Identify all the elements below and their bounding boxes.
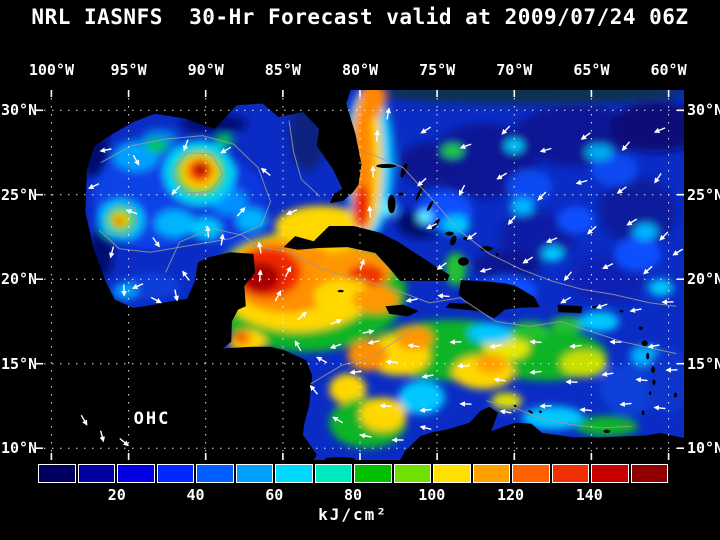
lon-tick-label: 60°W xyxy=(650,61,687,79)
colorbar-tick-label: 40 xyxy=(186,486,205,504)
colorbar-tick-label: 80 xyxy=(343,486,363,504)
lat-tick-label: 15°N xyxy=(687,354,720,373)
colorbar-segment xyxy=(512,464,550,483)
lat-tick-label: 20°N xyxy=(687,270,720,289)
colorbar xyxy=(38,464,668,483)
colorbar-segment xyxy=(77,464,115,483)
lon-tick-label: 90°W xyxy=(187,61,224,79)
lon-tick-label: 75°W xyxy=(419,61,456,79)
lat-tick-label: 10°N xyxy=(687,439,720,458)
colorbar-segment xyxy=(393,464,431,483)
lat-tick-label: 25°N xyxy=(687,185,720,204)
colorbar-segment xyxy=(314,464,352,483)
colorbar-tick-label: 100 xyxy=(418,486,446,504)
lon-tick-label: 65°W xyxy=(573,61,610,79)
lat-tick-label: 30°N xyxy=(687,101,720,120)
lat-tick-label: 30°N xyxy=(1,101,38,120)
lon-tick-label: 70°W xyxy=(496,61,533,79)
colorbar-segment xyxy=(551,464,589,483)
lon-tick-label: 85°W xyxy=(264,61,301,79)
colorbar-tick-label: 140 xyxy=(575,486,603,504)
ohc-map-canvas: OHC xyxy=(36,90,684,460)
colorbar-segment xyxy=(433,464,471,483)
colorbar-segment xyxy=(38,464,76,483)
lat-tick-label: 20°N xyxy=(1,270,38,289)
colorbar-segment xyxy=(591,464,629,483)
lon-tick-label: 100°W xyxy=(28,61,74,79)
colorbar-segment xyxy=(117,464,155,483)
lat-tick-label: 15°N xyxy=(1,354,38,373)
current-vectors xyxy=(80,107,684,447)
map-area: OHC xyxy=(36,90,684,460)
grid-lines xyxy=(36,90,684,460)
colorbar-unit-label: kJ/cm² xyxy=(318,505,388,524)
colorbar-tick-label: 20 xyxy=(107,486,126,504)
colorbar-segment xyxy=(275,464,313,483)
ohc-field-label: OHC xyxy=(134,409,171,429)
lon-tick-label: 80°W xyxy=(341,61,379,79)
colorbar-segment xyxy=(156,464,194,483)
lat-tick-label: 25°N xyxy=(1,185,38,204)
colorbar-segment xyxy=(354,464,392,483)
colorbar-segment xyxy=(235,464,273,483)
colorbar-tick-labels: 20 40 60 80 100 120 140 xyxy=(38,486,668,504)
colorbar-tick-label: 60 xyxy=(265,486,284,504)
land-mask xyxy=(36,90,684,460)
lat-tick-label: 10°N xyxy=(1,439,38,458)
colorbar-segment xyxy=(472,464,510,483)
lon-tick-label: 95°W xyxy=(110,61,147,79)
colorbar-segment xyxy=(630,464,668,483)
colorbar-tick-label: 120 xyxy=(496,486,525,504)
contour-lines xyxy=(98,120,677,429)
colorbar-segment xyxy=(196,464,234,483)
figure-title: NRL IASNFS 30-Hr Forecast valid at 2009/… xyxy=(31,5,689,29)
